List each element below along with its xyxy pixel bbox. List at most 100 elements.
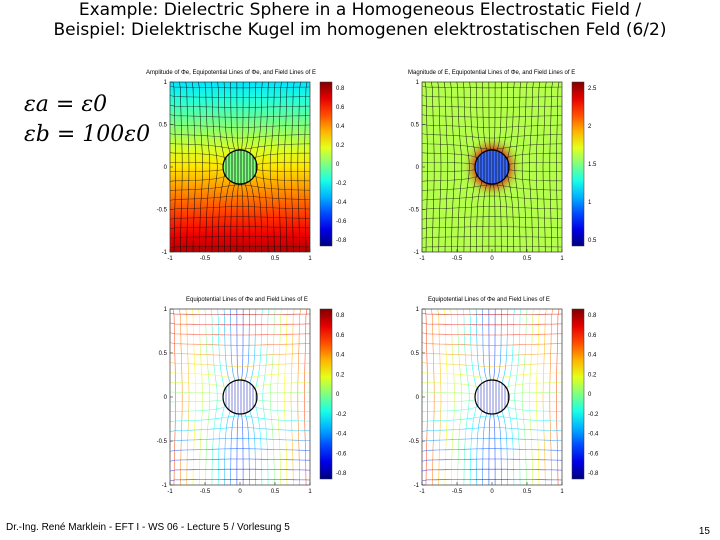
plot-equipotential-lines-2: Equipotential Lines of Φe and Field Line… xyxy=(398,295,608,499)
plot-canvas: -1 -0.5 0 0.5 1 1 0.5 0 -0.5 -1 2.5 2 1.5 1 0.5 xyxy=(409,80,597,262)
sphere-fill xyxy=(223,150,257,184)
field-line xyxy=(297,82,301,252)
y-tick-label: -1 xyxy=(414,483,420,489)
equipotential-line xyxy=(170,437,310,442)
field-line xyxy=(276,82,282,252)
colorbar-label: 0.6 xyxy=(336,333,345,339)
x-tick-label: -0.5 xyxy=(452,256,463,262)
equipotential-line xyxy=(422,352,562,357)
plot-area xyxy=(170,82,310,252)
equipotential-line xyxy=(422,236,562,239)
field-line xyxy=(443,309,449,485)
field-line xyxy=(191,82,197,252)
equipotential-line xyxy=(170,142,310,150)
colorbar xyxy=(571,308,585,480)
equipotential-line xyxy=(170,133,310,139)
field-line xyxy=(528,309,534,485)
field-line xyxy=(535,309,541,485)
equipotential-line xyxy=(422,458,562,462)
equipotential-line xyxy=(422,427,562,432)
field-line xyxy=(191,309,197,485)
equipotential-line xyxy=(422,85,562,89)
sphere-outline xyxy=(474,379,510,415)
equipotential-line xyxy=(422,342,562,346)
equipotential-line xyxy=(422,133,562,139)
x-tick-label: 0.5 xyxy=(523,489,532,495)
field-line xyxy=(179,309,183,485)
equipotential-line xyxy=(422,332,562,336)
colorbar-label: 0.8 xyxy=(336,313,345,319)
field-line xyxy=(304,82,308,252)
field-line xyxy=(283,309,289,485)
field-line xyxy=(198,309,204,485)
colorbar xyxy=(319,81,333,247)
field-line xyxy=(450,309,456,485)
x-tick-label: 0 xyxy=(238,256,242,262)
colorbar-label: -0.4 xyxy=(588,432,599,438)
x-tick-label: 1 xyxy=(308,256,312,262)
field-line xyxy=(528,82,534,252)
field-line xyxy=(443,82,449,252)
colorbar-label: 0.4 xyxy=(336,124,345,130)
equipotential-line xyxy=(170,342,310,346)
colorbar-label: -0.4 xyxy=(336,200,347,206)
title-line-2: Beispiel: Dielektrische Kugel im homogen… xyxy=(53,20,667,40)
equipotential-line xyxy=(170,312,310,315)
title-line-1: Example: Dielectric Sphere in a Homogene… xyxy=(78,0,642,20)
field-line xyxy=(556,309,560,485)
field-line xyxy=(297,309,301,485)
equipotential-line xyxy=(422,95,562,98)
colorbar-label: 0.8 xyxy=(588,313,597,319)
y-tick-label: 0.5 xyxy=(159,123,168,129)
equipotential-line xyxy=(422,415,562,422)
equipotential-line xyxy=(422,184,562,192)
footer-text: Dr.-Ing. René Marklein - EFT I - WS 06 -… xyxy=(6,522,290,533)
x-tick-label: 0.5 xyxy=(271,489,280,495)
colorbar-label: 0.6 xyxy=(588,333,597,339)
y-tick-label: 1 xyxy=(416,307,420,313)
y-tick-label: 0 xyxy=(416,395,420,401)
slide-title: Example: Dielectric Sphere in a Homogene… xyxy=(0,0,720,40)
equipotential-line xyxy=(422,195,562,201)
field-line xyxy=(462,309,470,485)
x-tick-label: 1 xyxy=(308,489,312,495)
field-line xyxy=(549,309,553,485)
field-line xyxy=(179,82,183,252)
colorbar-label: 0.2 xyxy=(336,143,345,149)
plot-title: Equipotential Lines of Φe and Field Line… xyxy=(428,297,550,303)
x-tick-label: 0 xyxy=(490,489,494,495)
x-tick-label: -1 xyxy=(419,489,425,495)
field-line xyxy=(185,309,190,485)
equation-epsilon-a: εa = ε0 xyxy=(24,92,108,117)
y-tick-label: 1 xyxy=(164,80,168,86)
colorbar xyxy=(319,308,333,480)
colorbar-label: 2 xyxy=(588,124,592,130)
y-tick-label: 1 xyxy=(164,307,168,313)
plot-title: Equipotential Lines of Φe and Field Line… xyxy=(186,297,308,303)
equipotential-line xyxy=(170,123,310,128)
field-line xyxy=(456,82,463,252)
field-line xyxy=(437,82,442,252)
equipotential-line xyxy=(170,245,310,249)
equipotential-line xyxy=(422,479,562,482)
y-tick-label: 0.5 xyxy=(159,351,168,357)
x-tick-label: -0.5 xyxy=(452,489,463,495)
sphere-outline xyxy=(474,149,510,185)
field-line xyxy=(424,309,428,485)
y-tick-label: -1 xyxy=(162,250,168,256)
colorbar-label: -0.6 xyxy=(336,219,347,225)
colorbar-label: -0.4 xyxy=(336,432,347,438)
y-tick-label: 0 xyxy=(416,165,420,171)
colorbar-label: 0.2 xyxy=(588,372,597,378)
plot-title: Amplitude of Φe, Equipotential Lines of … xyxy=(146,70,317,76)
field-line xyxy=(185,82,190,252)
colorbar-label: 0.4 xyxy=(336,353,345,359)
colorbar-label: -0.2 xyxy=(588,412,599,418)
equipotential-line xyxy=(422,114,562,118)
field-line xyxy=(456,309,463,485)
y-tick-label: -0.5 xyxy=(409,208,420,214)
x-tick-label: -1 xyxy=(167,489,173,495)
field-line xyxy=(262,82,270,252)
field-line xyxy=(424,82,428,252)
y-tick-label: -0.5 xyxy=(157,439,168,445)
